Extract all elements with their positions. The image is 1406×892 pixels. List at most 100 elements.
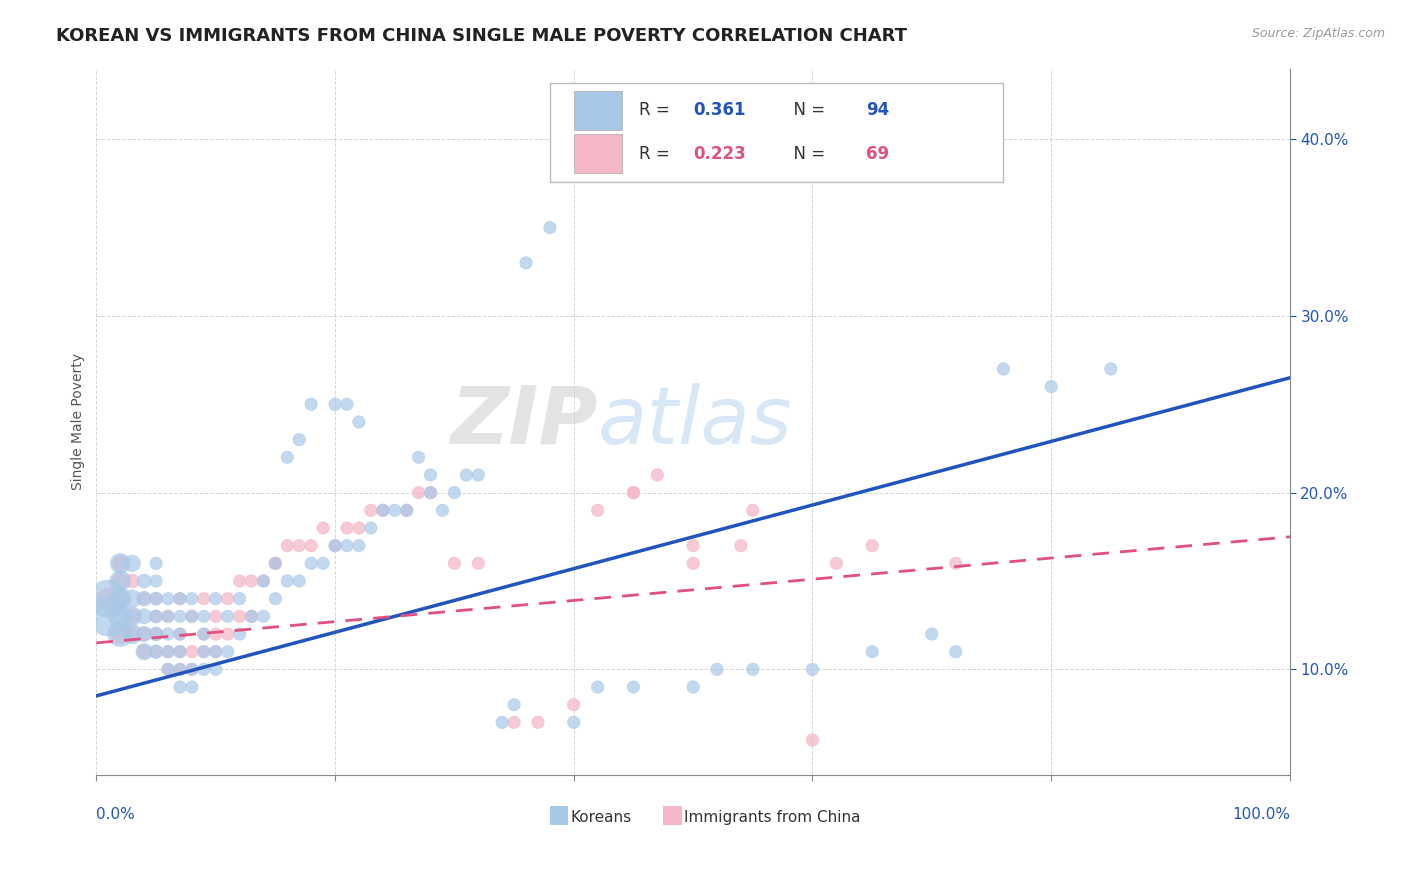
- Point: [132, 609, 155, 624]
- Point: [204, 662, 226, 676]
- Point: [921, 627, 943, 641]
- Point: [121, 627, 143, 641]
- Point: [586, 503, 609, 517]
- Point: [467, 467, 489, 482]
- Point: [562, 698, 585, 712]
- Point: [623, 485, 645, 500]
- Point: [110, 591, 132, 606]
- Point: [408, 485, 430, 500]
- Point: [169, 662, 191, 676]
- Point: [562, 715, 585, 730]
- Point: [145, 627, 167, 641]
- Point: [132, 591, 155, 606]
- Text: Immigrants from China: Immigrants from China: [685, 810, 860, 824]
- Point: [491, 715, 513, 730]
- Point: [371, 503, 394, 517]
- Point: [180, 609, 202, 624]
- Text: 94: 94: [866, 102, 890, 120]
- Bar: [574, 91, 621, 130]
- Bar: [550, 806, 568, 825]
- Point: [193, 627, 215, 641]
- Point: [204, 627, 226, 641]
- Point: [145, 591, 167, 606]
- Point: [180, 609, 202, 624]
- Point: [240, 609, 263, 624]
- Point: [623, 680, 645, 694]
- Text: Source: ZipAtlas.com: Source: ZipAtlas.com: [1251, 27, 1385, 40]
- Text: R =: R =: [640, 102, 675, 120]
- Text: N =: N =: [783, 145, 830, 163]
- Point: [193, 609, 215, 624]
- Point: [193, 645, 215, 659]
- Point: [121, 574, 143, 588]
- Point: [264, 557, 287, 571]
- Point: [443, 557, 465, 571]
- Point: [252, 574, 274, 588]
- Point: [217, 609, 239, 624]
- Point: [110, 557, 132, 571]
- Point: [169, 627, 191, 641]
- Point: [145, 645, 167, 659]
- Point: [586, 680, 609, 694]
- Point: [993, 362, 1015, 376]
- Point: [145, 609, 167, 624]
- Point: [682, 539, 704, 553]
- Point: [276, 450, 298, 465]
- Point: [110, 627, 132, 641]
- Point: [180, 662, 202, 676]
- Point: [503, 715, 526, 730]
- Point: [240, 574, 263, 588]
- Point: [276, 539, 298, 553]
- Point: [156, 609, 179, 624]
- Point: [110, 557, 132, 571]
- Point: [156, 662, 179, 676]
- Point: [110, 574, 132, 588]
- Point: [347, 539, 370, 553]
- Point: [419, 485, 441, 500]
- Point: [217, 645, 239, 659]
- Point: [156, 609, 179, 624]
- Point: [145, 574, 167, 588]
- Point: [299, 557, 322, 571]
- Point: [156, 645, 179, 659]
- Text: 69: 69: [866, 145, 890, 163]
- Point: [145, 591, 167, 606]
- Point: [110, 627, 132, 641]
- Point: [97, 591, 120, 606]
- Point: [312, 521, 335, 535]
- Point: [1099, 362, 1122, 376]
- Point: [288, 539, 311, 553]
- Point: [145, 645, 167, 659]
- Point: [419, 467, 441, 482]
- Point: [336, 397, 359, 411]
- Point: [180, 645, 202, 659]
- Point: [193, 645, 215, 659]
- Text: 0.0%: 0.0%: [97, 807, 135, 822]
- Point: [228, 574, 250, 588]
- Point: [169, 680, 191, 694]
- Text: 100.0%: 100.0%: [1232, 807, 1289, 822]
- Point: [395, 503, 418, 517]
- Point: [1040, 379, 1063, 393]
- Point: [730, 539, 752, 553]
- Point: [264, 557, 287, 571]
- Point: [682, 680, 704, 694]
- Point: [193, 662, 215, 676]
- Point: [204, 591, 226, 606]
- Point: [706, 662, 728, 676]
- Point: [240, 609, 263, 624]
- Point: [132, 627, 155, 641]
- Point: [169, 591, 191, 606]
- Text: N =: N =: [783, 102, 830, 120]
- Point: [860, 539, 883, 553]
- Point: [384, 503, 406, 517]
- Point: [456, 467, 478, 482]
- Point: [169, 645, 191, 659]
- Text: R =: R =: [640, 145, 675, 163]
- Y-axis label: Single Male Poverty: Single Male Poverty: [72, 353, 86, 491]
- Point: [217, 591, 239, 606]
- Point: [169, 627, 191, 641]
- Point: [132, 627, 155, 641]
- Point: [336, 539, 359, 553]
- Point: [276, 574, 298, 588]
